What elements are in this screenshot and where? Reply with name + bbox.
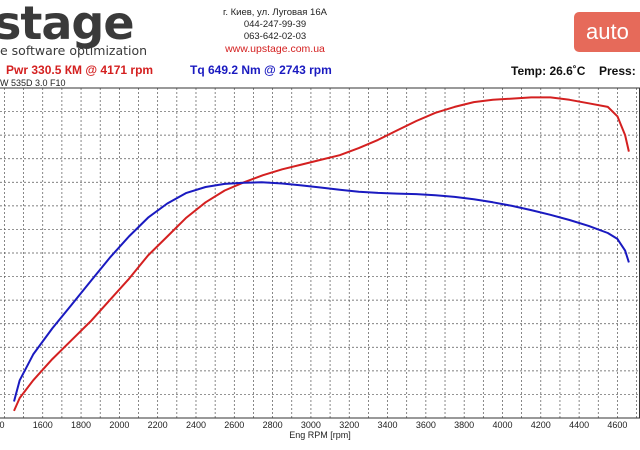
- x-axis-label: Eng RPM [rpm]: [289, 430, 351, 440]
- x-tick-label: 2200: [148, 420, 168, 430]
- x-axis-ticks: 0 1600 1800 2000 2200 2400 2600 2800 3000 3200 340…: [0, 420, 627, 430]
- x-tick-label: 3200: [339, 420, 359, 430]
- pressure-readout: Press:: [599, 64, 636, 78]
- power-summary: Pwr 330.5 КМ @ 4171 rpm: [6, 63, 154, 77]
- x-tick-label: 4400: [569, 420, 589, 430]
- brand-logo: stage: [0, 0, 135, 50]
- torque-summary: Tq 649.2 Nm @ 2743 rpm: [190, 63, 332, 77]
- chart-grid: [0, 87, 640, 418]
- x-tick-label: 2600: [224, 420, 244, 430]
- brand-tagline: e software optimization: [0, 43, 148, 58]
- x-tick-label: 1800: [71, 420, 91, 430]
- chart-series: [13, 96, 630, 412]
- x-tick-label: 3600: [416, 420, 436, 430]
- x-tick-label: 3400: [378, 420, 398, 430]
- contact-phone-1: 044-247-99-39: [243, 19, 307, 30]
- x-tick-label: 1600: [33, 420, 53, 430]
- contact-block: г. Киев, ул. Луговая 16А 044-247-99-39 0…: [205, 7, 345, 55]
- x-tick-label: 4000: [492, 420, 512, 430]
- series-line-power: [13, 96, 630, 412]
- watermark-badge: auto: [574, 12, 640, 52]
- contact-address: г. Киев, ул. Луговая 16А: [223, 7, 327, 18]
- vehicle-model: W 535D 3.0 F10: [0, 78, 66, 88]
- x-tick-label: 4600: [607, 420, 627, 430]
- x-tick-label: 3800: [454, 420, 474, 430]
- x-tick-label-partial: 0: [0, 420, 5, 430]
- temperature-readout: Temp: 26.6˚C: [511, 64, 586, 78]
- x-tick-label: 4200: [531, 420, 551, 430]
- contact-phone-2: 063-642-02-03: [243, 31, 307, 42]
- x-tick-label: 2000: [109, 420, 129, 430]
- x-tick-label: 2800: [263, 420, 283, 430]
- series-line-torque: [13, 181, 630, 402]
- x-tick-label: 3000: [301, 420, 321, 430]
- contact-website[interactable]: www.upstage.com.ua: [225, 43, 325, 55]
- x-tick-label: 2400: [186, 420, 206, 430]
